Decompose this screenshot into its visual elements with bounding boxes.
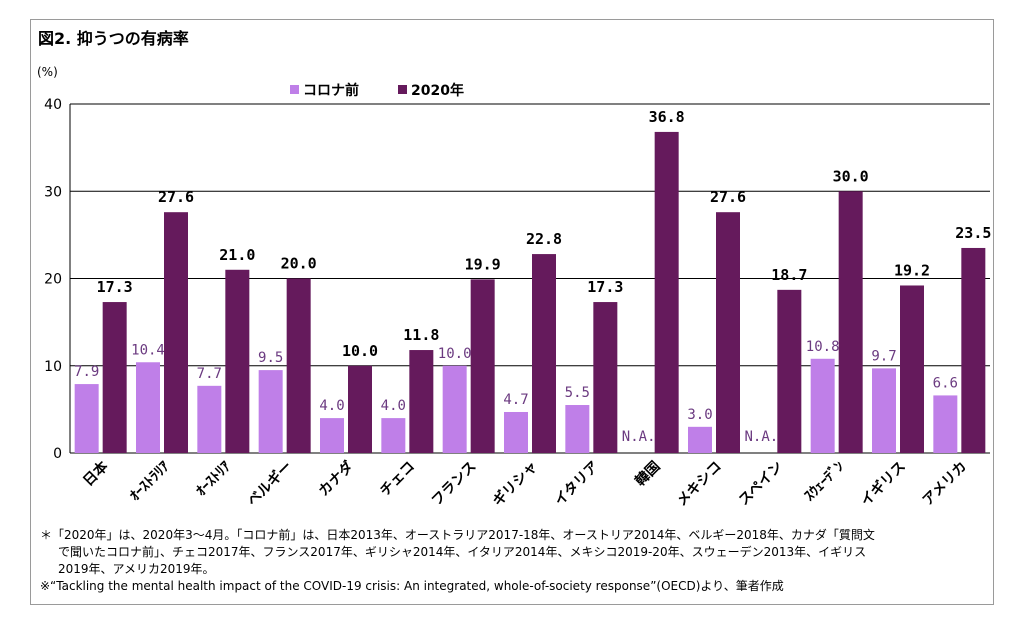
data-label-pre-1: 10.4 bbox=[131, 342, 165, 358]
data-label-2020-2: 21.0 bbox=[219, 246, 255, 264]
bar-2020-10 bbox=[716, 212, 740, 453]
x-tick-label-6: フランス bbox=[429, 459, 480, 510]
bar-pre-5 bbox=[381, 418, 406, 453]
bar-2020-14 bbox=[961, 247, 986, 453]
data-label-pre-10: 3.0 bbox=[687, 407, 712, 423]
y-axis-unit: (%) bbox=[37, 65, 58, 79]
data-label-2020-12: 30.0 bbox=[833, 167, 869, 185]
note-line-2: で聞いたコロナ前」、チェコ2017年、フランス2017年、ギリシャ2014年、イ… bbox=[58, 545, 867, 559]
bar-2020-4 bbox=[348, 365, 372, 453]
x-tick-label-13: イギリス bbox=[857, 458, 909, 510]
x-tick-label-0: 日本 bbox=[80, 457, 113, 490]
x-tick-label-11: スペイン bbox=[736, 459, 786, 509]
data-label-pre-2: 7.7 bbox=[197, 366, 222, 382]
data-label-2020-9: 36.8 bbox=[649, 108, 685, 126]
data-label-2020-10: 27.6 bbox=[710, 188, 746, 206]
data-label-pre-8: 5.5 bbox=[565, 385, 590, 401]
x-tick-label-12: ｽｳｪｰﾃﾞﾝ bbox=[801, 458, 848, 505]
bar-pre-0 bbox=[74, 384, 99, 453]
data-label-pre-7: 4.7 bbox=[503, 392, 528, 408]
x-tick-label-14: アメリカ bbox=[920, 459, 970, 509]
bar-pre-2 bbox=[197, 385, 222, 453]
data-label-pre-4: 4.0 bbox=[319, 398, 344, 414]
bar-pre-3 bbox=[258, 370, 283, 453]
y-tick-label-20: 20 bbox=[44, 272, 62, 288]
data-label-2020-5: 11.8 bbox=[403, 326, 439, 344]
legend-swatch-1 bbox=[398, 85, 407, 94]
data-label-pre-5: 4.0 bbox=[381, 398, 406, 414]
chart-title: 図2. 抑うつの有病率 bbox=[38, 29, 189, 48]
bar-pre-8 bbox=[565, 405, 590, 453]
data-label-pre-0: 7.9 bbox=[74, 364, 99, 380]
bar-2020-0 bbox=[102, 302, 127, 453]
y-tick-label-40: 40 bbox=[44, 97, 62, 113]
data-label-pre-14: 6.6 bbox=[933, 375, 958, 391]
x-tick-label-8: イタリア bbox=[552, 459, 603, 510]
data-label-pre-9: N.A. bbox=[622, 429, 656, 445]
bar-2020-3 bbox=[286, 278, 311, 453]
bar-2020-6 bbox=[470, 279, 495, 453]
bar-pre-10 bbox=[688, 426, 712, 453]
y-tick-label-0: 0 bbox=[53, 446, 62, 462]
bar-2020-11 bbox=[777, 289, 802, 453]
chart-notes: ＊「2020年」は、2020年3～4月。「コロナ前」は、日本2013年、オースト… bbox=[40, 527, 980, 595]
y-tick-label-10: 10 bbox=[44, 359, 62, 375]
data-label-2020-7: 22.8 bbox=[526, 230, 562, 248]
bar-pre-13 bbox=[872, 368, 896, 453]
note-line-1: ＊「2020年」は、2020年3～4月。「コロナ前」は、日本2013年、オースト… bbox=[40, 528, 875, 542]
bar-2020-9 bbox=[654, 131, 679, 454]
figure-frame bbox=[30, 19, 994, 605]
note-line-3: 2019年、アメリカ2019年。 bbox=[58, 562, 215, 576]
bar-2020-2 bbox=[225, 269, 250, 453]
data-label-2020-11: 18.7 bbox=[771, 266, 807, 284]
x-tick-label-2: ｵｰｽﾄﾘｱ bbox=[193, 459, 234, 500]
data-label-pre-11: N.A. bbox=[744, 429, 778, 445]
bar-2020-8 bbox=[593, 302, 618, 453]
data-label-2020-0: 17.3 bbox=[97, 278, 133, 296]
data-label-2020-13: 19.2 bbox=[894, 261, 930, 279]
note-line-4: ※“Tackling the mental health impact of t… bbox=[40, 579, 784, 593]
x-tick-label-9: 韓国 bbox=[632, 458, 664, 490]
bar-2020-1 bbox=[164, 212, 188, 453]
data-label-2020-1: 27.6 bbox=[158, 188, 194, 206]
x-tick-label-3: ベルギー bbox=[244, 458, 296, 510]
legend-label-0: コロナ前 bbox=[303, 82, 359, 99]
data-label-2020-3: 20.0 bbox=[281, 255, 317, 273]
x-tick-label-4: カナダ bbox=[315, 458, 357, 500]
data-label-2020-8: 17.3 bbox=[587, 278, 623, 296]
data-label-pre-3: 9.5 bbox=[258, 350, 283, 366]
legend-label-1: 2020年 bbox=[411, 82, 464, 99]
bar-pre-14 bbox=[933, 395, 958, 453]
legend-swatch-0 bbox=[290, 85, 299, 94]
x-tick-label-5: チェコ bbox=[377, 459, 418, 500]
bar-pre-12 bbox=[810, 358, 835, 453]
y-tick-label-30: 30 bbox=[44, 184, 62, 200]
bar-pre-4 bbox=[320, 418, 344, 453]
bar-2020-7 bbox=[532, 254, 556, 453]
x-tick-label-7: ギリシャ bbox=[489, 458, 541, 510]
data-label-pre-6: 10.0 bbox=[438, 346, 472, 362]
bar-pre-7 bbox=[504, 411, 528, 453]
data-label-2020-6: 19.9 bbox=[465, 255, 501, 273]
bar-2020-12 bbox=[838, 191, 863, 453]
data-label-2020-14: 23.5 bbox=[955, 224, 991, 242]
data-label-pre-13: 9.7 bbox=[871, 348, 896, 364]
data-label-pre-12: 10.8 bbox=[806, 339, 840, 355]
data-label-2020-4: 10.0 bbox=[342, 342, 378, 360]
bar-pre-1 bbox=[136, 362, 160, 453]
x-tick-label-10: メキシコ bbox=[674, 459, 725, 510]
bar-pre-6 bbox=[442, 365, 467, 453]
x-tick-label-1: ｵｰｽﾄﾗﾘｱ bbox=[127, 459, 173, 505]
bar-2020-5 bbox=[409, 350, 434, 453]
bar-2020-13 bbox=[900, 285, 924, 453]
